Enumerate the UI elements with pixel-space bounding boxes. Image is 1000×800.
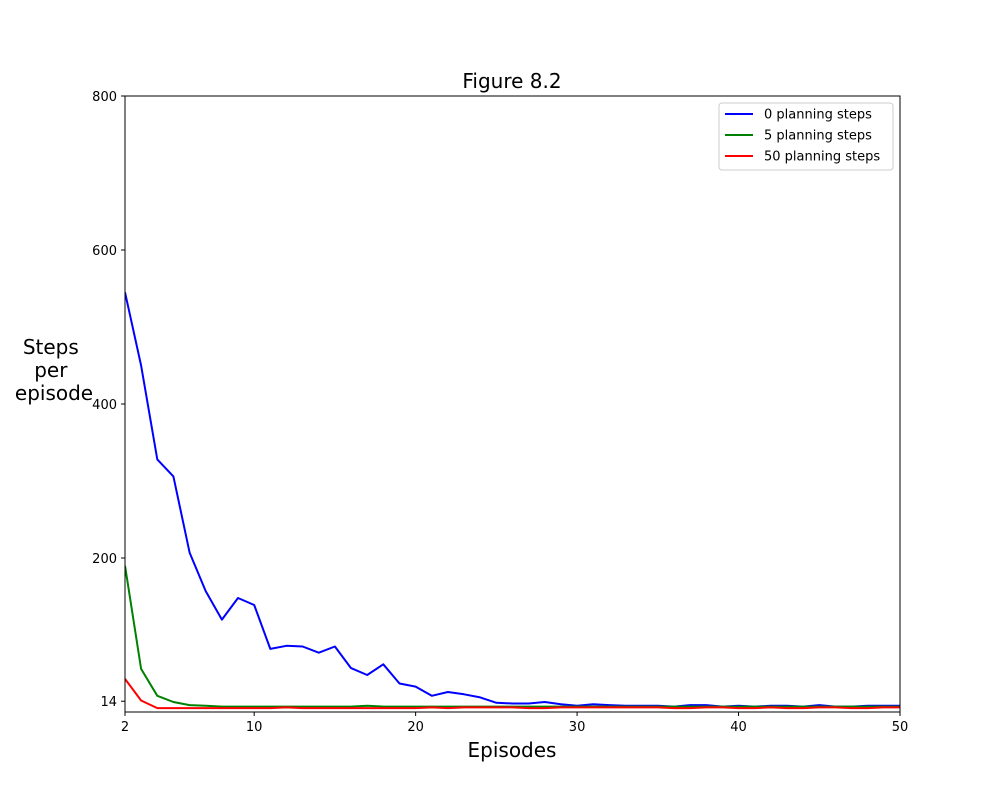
series-layer (125, 292, 900, 710)
chart-title: Figure 8.2 (462, 69, 561, 93)
plot-frame (124, 95, 901, 713)
legend-box (718, 102, 894, 171)
y-axis-label: Steps per episode (15, 335, 93, 405)
legend-label: 0 planning steps (764, 108, 872, 123)
series-line-2 (125, 678, 900, 710)
x-tick-label: 30 (569, 720, 586, 735)
x-tick-label: 20 (407, 720, 424, 735)
x-tick-label: 50 (892, 720, 909, 735)
y-tick-label: 400 (92, 398, 117, 413)
x-tick-label: 40 (730, 720, 747, 735)
legend: 0 planning steps 5 planning steps 50 plann… (718, 102, 894, 171)
series-line-0 (125, 292, 900, 708)
y-tick-label: 600 (92, 244, 117, 259)
y-tick-label: 14 (100, 695, 117, 710)
y-axis-label-line-3: episode (15, 381, 93, 405)
y-axis: 14 200 400 600 800 (92, 90, 125, 710)
legend-label: 5 planning steps (764, 129, 872, 144)
y-axis-label-line-2: per (34, 358, 68, 382)
x-tick-label: 2 (121, 720, 129, 735)
x-tick-label: 10 (246, 720, 263, 735)
y-tick-label: 800 (92, 90, 117, 105)
y-axis-label-line-1: Steps (23, 335, 79, 359)
x-axis: 2 10 20 30 40 50 (121, 712, 908, 735)
y-tick-label: 200 (92, 552, 117, 567)
legend-label: 50 planning steps (764, 150, 880, 165)
x-axis-label: Episodes (468, 738, 557, 762)
series-line-1 (125, 565, 900, 708)
